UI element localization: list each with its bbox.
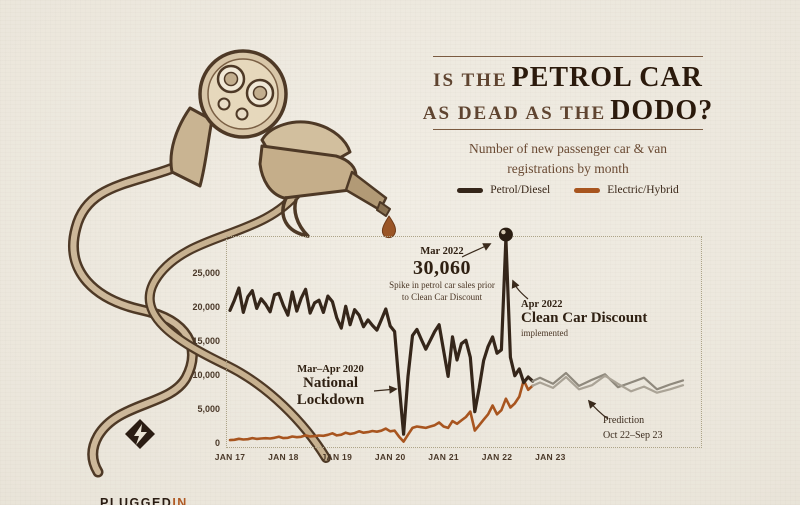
prediction-arrow bbox=[587, 399, 609, 420]
plot-area-border bbox=[226, 236, 702, 448]
lightning-bolt-icon bbox=[125, 419, 155, 449]
lockdown-arrow bbox=[373, 385, 398, 394]
electric-line bbox=[228, 378, 534, 443]
petrol-line bbox=[228, 237, 535, 436]
title-rule-bottom bbox=[433, 129, 703, 130]
discount-arrow bbox=[511, 279, 529, 300]
y-tick-label: 5,000 bbox=[197, 404, 220, 414]
y-tick-label: 0 bbox=[214, 438, 220, 448]
x-tick-label: JAN 19 bbox=[321, 452, 353, 462]
title-emphasis: PETROL CAR bbox=[511, 62, 703, 93]
logo-wordmark: PLUGGEDIN bbox=[100, 496, 188, 505]
chart-legend: Petrol/Diesel Electric/Hybrid bbox=[418, 184, 718, 196]
electric-legend-swatch bbox=[574, 187, 601, 193]
annotation-spike: Mar 2022 30,060 Spike in petrol car sale… bbox=[384, 246, 500, 303]
annotation-date: Apr 2022 bbox=[521, 299, 563, 310]
annotation-date: Mar 2022 bbox=[420, 246, 464, 257]
y-tick-label: 10,000 bbox=[192, 370, 220, 380]
title-prefix: AS DEAD AS THE bbox=[422, 103, 607, 124]
petrol-prediction-line bbox=[531, 371, 685, 391]
annotation-national-lockdown: Mar–Apr 2020 National Lockdown bbox=[283, 364, 378, 408]
page-title-line2: AS DEAD AS THE DODO? bbox=[408, 95, 728, 127]
x-tick-label: JAN 22 bbox=[481, 452, 513, 462]
y-tick-label: 15,000 bbox=[192, 336, 220, 346]
annotation-prediction: Prediction Oct 22–Sep 23 bbox=[603, 415, 663, 441]
annotation-value: 30,060 bbox=[413, 257, 471, 279]
annotation-date: Mar–Apr 2020 bbox=[297, 364, 364, 375]
title-prefix: IS THE bbox=[433, 70, 508, 91]
x-tick-label: JAN 20 bbox=[374, 452, 406, 462]
petrol-nozzle bbox=[258, 120, 391, 238]
x-tick-label: JAN 23 bbox=[535, 452, 566, 462]
title-rule-top bbox=[433, 56, 703, 57]
fuel-drop-icon bbox=[381, 215, 396, 239]
spike-arrow bbox=[461, 243, 492, 258]
page-title-line1: IS THE PETROL CAR bbox=[408, 62, 728, 94]
legend-label: Petrol/Diesel bbox=[490, 184, 551, 196]
x-tick-label: JAN 21 bbox=[428, 452, 459, 462]
petrol-legend-swatch bbox=[457, 187, 484, 193]
annotation-clean-car-discount: Apr 2022 Clean Car Discount implemented bbox=[521, 299, 661, 339]
ev-plug bbox=[169, 49, 288, 188]
y-tick-label: 20,000 bbox=[192, 302, 220, 312]
legend-label: Electric/Hybrid bbox=[607, 184, 679, 196]
legend-item-petrol: Petrol/Diesel bbox=[457, 184, 550, 196]
chart-subtitle: Number of new passenger car & van regist… bbox=[469, 141, 667, 177]
peak-ball-marker bbox=[498, 227, 513, 242]
x-tick-label: JAN 17 bbox=[214, 452, 246, 462]
electric-prediction-line bbox=[531, 374, 685, 394]
peak-ball-highlight bbox=[501, 229, 506, 235]
x-tick-label: JAN 18 bbox=[268, 452, 299, 462]
title-emphasis: DODO? bbox=[610, 95, 714, 126]
pluggedin-logo: PLUGGEDIN bbox=[100, 417, 188, 505]
y-tick-label: 25,000 bbox=[192, 268, 220, 278]
legend-item-electric: Electric/Hybrid bbox=[574, 184, 679, 196]
